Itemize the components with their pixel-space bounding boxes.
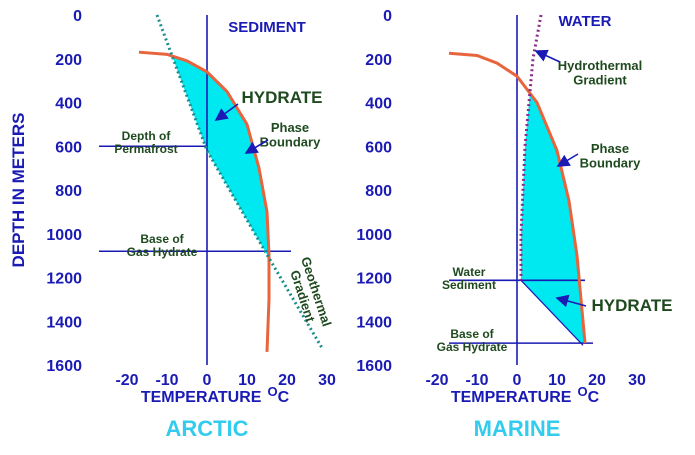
y-tick-label: 1600 [356,358,392,375]
hydrate-zone [172,56,269,258]
y-tick-label: 200 [365,52,392,69]
series-line [448,51,587,344]
y-tick-label: 1200 [46,271,82,288]
series-line [520,279,584,346]
annotation: WATER [558,13,611,30]
annotation-line: Boundary [260,134,321,149]
x-unit-sup: O [267,384,277,399]
annotation-line: Water [453,265,486,279]
annotation-line: Base of [140,232,184,246]
arrow [244,139,269,154]
x-tick-label: -10 [155,372,178,389]
x-tick-label: 30 [628,372,646,389]
x-tick-label: 30 [318,372,336,389]
arrow [214,103,239,121]
y-tick-label: 0 [73,8,82,25]
y-tick-label: 1000 [356,227,392,244]
y-tick-label: 400 [365,96,392,113]
x-label-text: TEMPERATURE [141,389,262,406]
arrows [214,49,587,308]
y-tick-label: 200 [55,52,82,69]
y-tick-label: 800 [365,183,392,200]
annotation-line: Gas Hydrate [127,245,198,259]
annotation-line: Hydrothermal [558,58,643,73]
annotation: Depth of Permafrost [114,129,177,156]
annotation: Base of Gas Hydrate [437,327,508,354]
annotation: SEDIMENT [228,19,306,36]
annotation-line: HYDRATE [242,88,323,107]
annotation-line: Phase [591,141,629,156]
annotation-line: Gas Hydrate [437,340,508,354]
y-tick-label: 1000 [46,227,82,244]
x-tick-label: 10 [548,372,566,389]
series-line [519,14,543,281]
x-tick-label: 20 [588,372,606,389]
x-axis-label: TEMPERATURE OC [451,384,600,406]
x-tick-label: -20 [115,372,138,389]
annotation-line: Depth of [122,129,172,143]
annotation-line: HYDRATE [592,296,673,315]
arrow [556,153,579,167]
annotation-line: SEDIMENT [228,19,306,36]
annotation: Phase Boundary [260,120,321,149]
x-tick-label: -20 [425,372,448,389]
annotation-line: Gradient [573,72,627,87]
y-tick-label: 400 [55,96,82,113]
annotation-line: Sediment [442,278,496,292]
hydrate-zone [521,93,585,344]
x-tick-label: 10 [238,372,256,389]
x-label-text: TEMPERATURE [451,389,572,406]
panel-title: MARINE [474,416,561,441]
annotation-line: Boundary [580,155,641,170]
annotation: HYDRATE [242,88,323,107]
annotation: Water Sediment [442,265,496,292]
series-line [138,50,271,352]
annotation-line: Base of [450,327,494,341]
x-tick-label: 0 [513,372,522,389]
x-unit: C [278,389,290,406]
x-unit-sup: O [577,384,587,399]
annotation-line: Phase [271,120,309,135]
arrow [555,294,587,308]
x-tick-label: 0 [203,372,212,389]
y-tick-label: 1400 [46,314,82,331]
x-tick-label: -10 [465,372,488,389]
annotation-line: Permafrost [114,142,177,156]
panel-title: ARCTIC [165,416,248,441]
y-tick-label: 1200 [356,271,392,288]
y-tick-label: 1400 [356,314,392,331]
y-axis-label: DEPTH IN METERS [9,113,28,268]
x-unit: C [588,389,600,406]
annotation: Phase Boundary [580,141,641,170]
annotation-line: WATER [558,13,611,30]
annotation: HYDRATE [592,296,673,315]
annotation: GeothermalGradient [284,255,334,333]
arrow [534,49,561,63]
x-axis-label: TEMPERATURE OC [141,384,290,406]
y-tick-label: 1600 [46,358,82,375]
annotation: Base of Gas Hydrate [127,232,198,259]
x-tick-label: 20 [278,372,296,389]
y-tick-label: 600 [365,139,392,156]
y-tick-label: 800 [55,183,82,200]
y-tick-label: 600 [55,139,82,156]
y-tick-label: 0 [383,8,392,25]
annotation: Hydrothermal Gradient [558,58,643,87]
